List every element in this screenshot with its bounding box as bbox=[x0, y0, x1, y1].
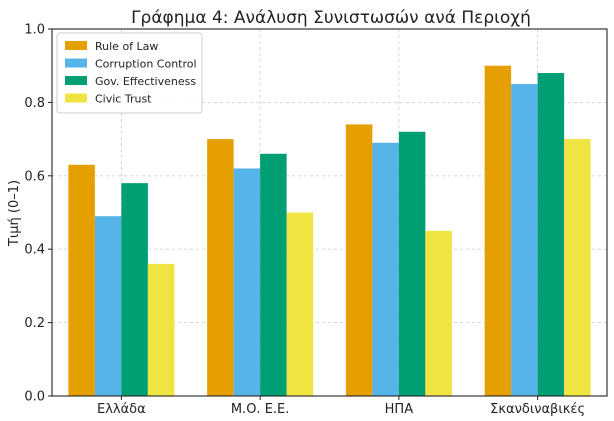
axes: 0.0 0.2 0.4 0.6 0.8 1.0 Ελλάδα Μ.Ο. Ε.Ε. ΗΠΑ Σκαν… bbox=[24, 23, 608, 417]
bar bbox=[564, 139, 591, 396]
x-tick-label: ΗΠΑ bbox=[385, 402, 414, 417]
legend-frame bbox=[56, 32, 203, 114]
plot-frame bbox=[51, 28, 608, 397]
y-tick-label: 0.6 bbox=[24, 169, 45, 184]
legend-swatch bbox=[65, 58, 87, 68]
y-tick-label: 1.0 bbox=[24, 23, 45, 38]
legend-label: Civic Trust bbox=[95, 93, 152, 106]
bar bbox=[372, 142, 399, 396]
bar bbox=[484, 65, 512, 396]
y-tick-label: 0.2 bbox=[24, 316, 45, 331]
x-tick-label: Σκανδιναβικές bbox=[490, 402, 585, 417]
legend-swatch bbox=[65, 76, 87, 85]
bar bbox=[537, 73, 565, 396]
legend-swatch bbox=[65, 93, 87, 103]
bar bbox=[260, 153, 287, 396]
bar bbox=[121, 183, 148, 396]
legend-label: Corruption Control bbox=[95, 58, 197, 71]
bar bbox=[286, 212, 314, 396]
bar bbox=[511, 84, 538, 397]
bar bbox=[233, 168, 261, 396]
bars bbox=[68, 65, 591, 397]
y-axis-label: Τιμή (0–1) bbox=[7, 180, 22, 247]
legend-label: Gov. Effectiveness bbox=[95, 75, 196, 88]
bar bbox=[207, 139, 234, 396]
bar bbox=[147, 263, 175, 396]
x-tick-label: Ελλάδα bbox=[97, 402, 146, 417]
y-tick-label: 0.0 bbox=[24, 390, 45, 405]
bar bbox=[68, 164, 95, 396]
x-tick-label: Μ.Ο. Ε.Ε. bbox=[231, 402, 290, 417]
y-tick-label: 0.4 bbox=[24, 243, 45, 258]
legend-label: Rule of Law bbox=[95, 40, 158, 53]
bar bbox=[345, 124, 373, 397]
legend-swatch bbox=[65, 41, 87, 50]
bar bbox=[94, 216, 122, 396]
bar bbox=[398, 131, 426, 396]
y-tick-label: 0.8 bbox=[24, 96, 45, 111]
legend: Rule of Law Corruption Control Gov. Effect… bbox=[56, 32, 203, 114]
bar bbox=[425, 230, 452, 396]
chart-title: Γράφημα 4: Ανάλυση Συνιστωσών ανά Περιοχ… bbox=[131, 8, 531, 28]
